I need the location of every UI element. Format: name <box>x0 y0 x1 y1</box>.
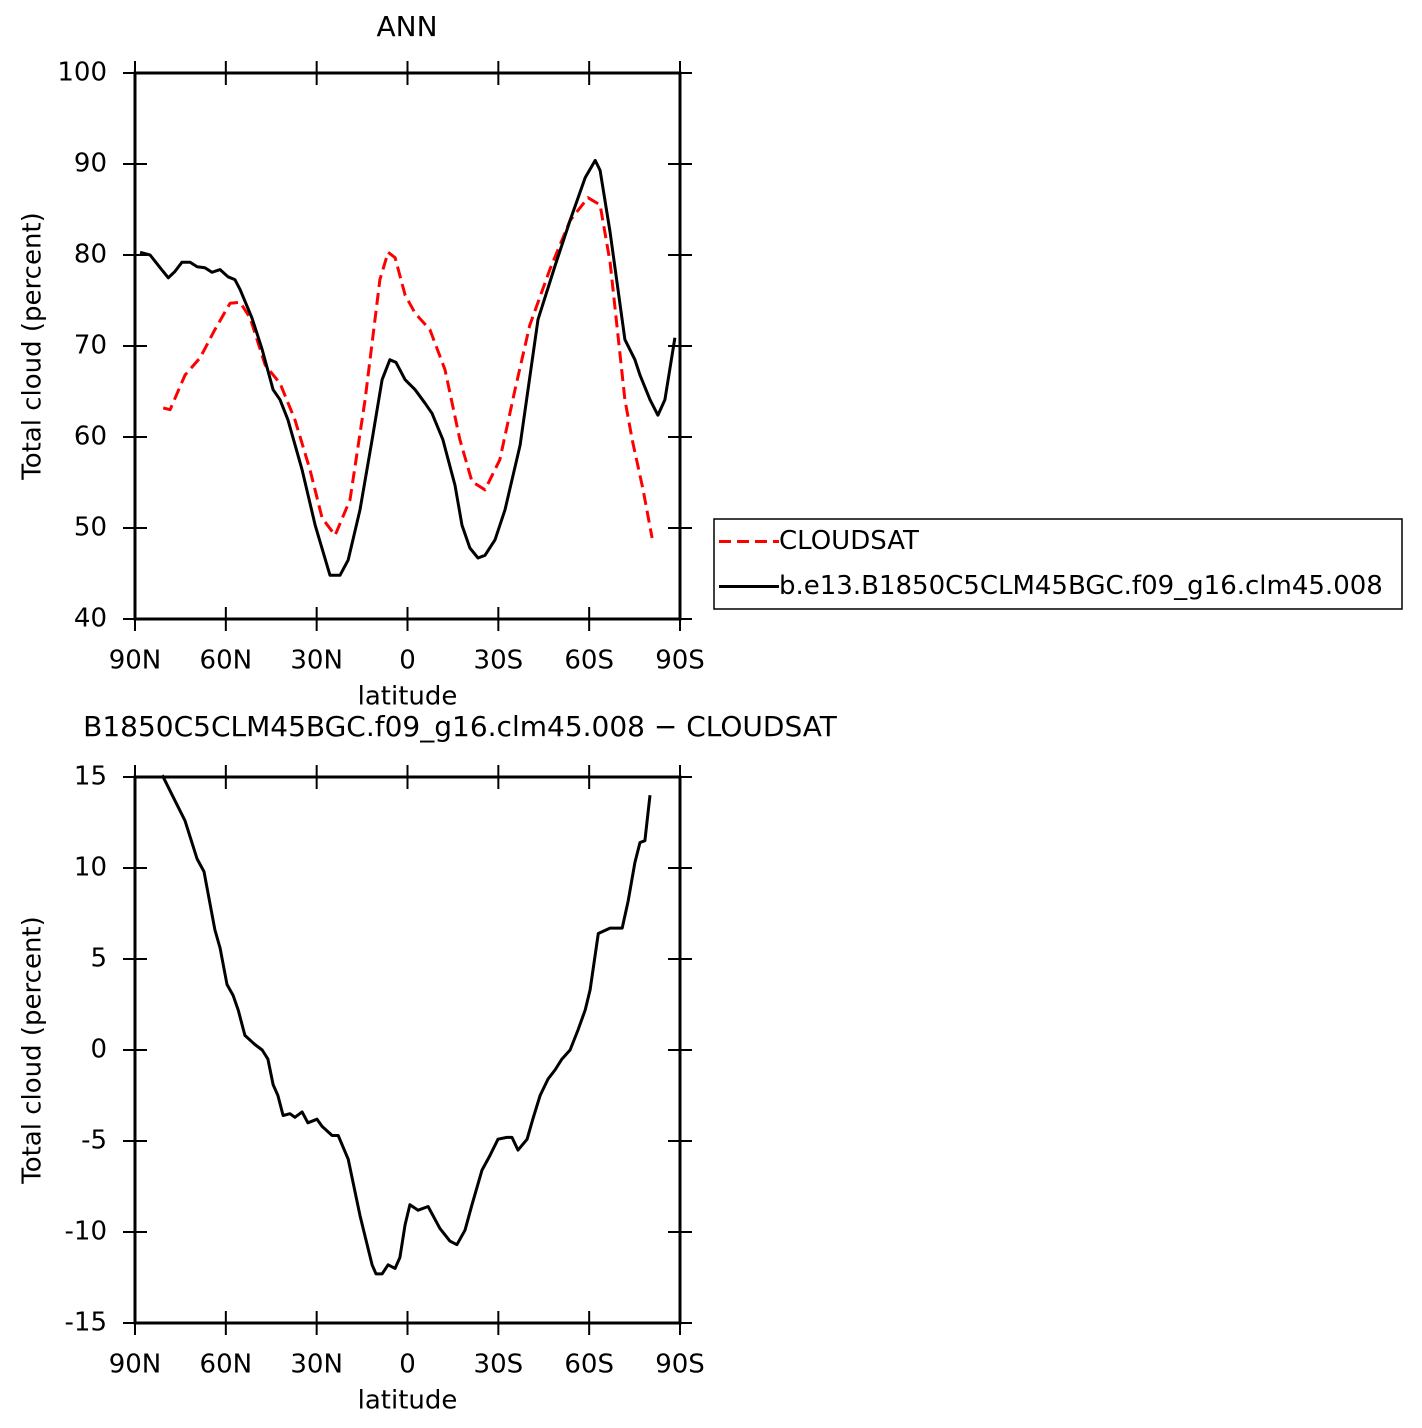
y-tick-label: 10 <box>74 853 107 883</box>
x-tick-label: 30N <box>290 1350 343 1380</box>
plot-frame <box>133 775 682 1325</box>
y-tick-label: 40 <box>74 604 107 634</box>
y-axis-label: Total cloud (percent) <box>18 916 48 1185</box>
x-tick-label: 60N <box>200 646 253 676</box>
x-tick-label: 0 <box>399 1350 416 1380</box>
x-tick-label: 30N <box>290 646 343 676</box>
x-tick-label: 90S <box>655 1350 705 1380</box>
x-tick-label: 90N <box>109 1350 162 1380</box>
x-tick-label: 90N <box>109 646 162 676</box>
chart-title: ANN <box>376 10 437 43</box>
chart-title: B1850C5CLM45BGC.f09_g16.clm45.008 − CLOU… <box>83 710 838 743</box>
y-tick-label: 90 <box>74 149 107 179</box>
y-tick-label: 100 <box>57 58 107 88</box>
legend-label: CLOUDSAT <box>779 526 919 556</box>
y-tick-label: -10 <box>65 1217 107 1247</box>
y-tick-label: 50 <box>74 513 107 543</box>
y-tick-label: 60 <box>74 422 107 452</box>
series-line <box>162 196 654 539</box>
y-tick-label: 5 <box>90 944 107 974</box>
series-line <box>139 158 677 577</box>
y-tick-label: 70 <box>74 331 107 361</box>
x-tick-label: 60S <box>564 1350 614 1380</box>
plot-frame <box>133 71 682 621</box>
y-tick-label: 80 <box>74 240 107 270</box>
x-tick-label: 30S <box>474 1350 524 1380</box>
y-axis-label: Total cloud (percent) <box>18 212 48 481</box>
y-tick-label: -5 <box>81 1126 107 1156</box>
legend-label: b.e13.B1850C5CLM45BGC.f09_g16.clm45.008 <box>779 571 1383 601</box>
y-tick-label: -15 <box>65 1308 107 1338</box>
y-tick-label: 0 <box>90 1035 107 1065</box>
x-tick-label: 60N <box>200 1350 253 1380</box>
x-tick-label: 60S <box>564 646 614 676</box>
legend-box <box>713 518 1403 610</box>
series-line <box>160 774 652 1276</box>
x-tick-label: 90S <box>655 646 705 676</box>
x-tick-label: 0 <box>399 646 416 676</box>
x-tick-label: 30S <box>474 646 524 676</box>
x-axis-label: latitude <box>358 682 458 712</box>
y-tick-label: 15 <box>74 762 107 792</box>
x-axis-label: latitude <box>358 1386 458 1416</box>
